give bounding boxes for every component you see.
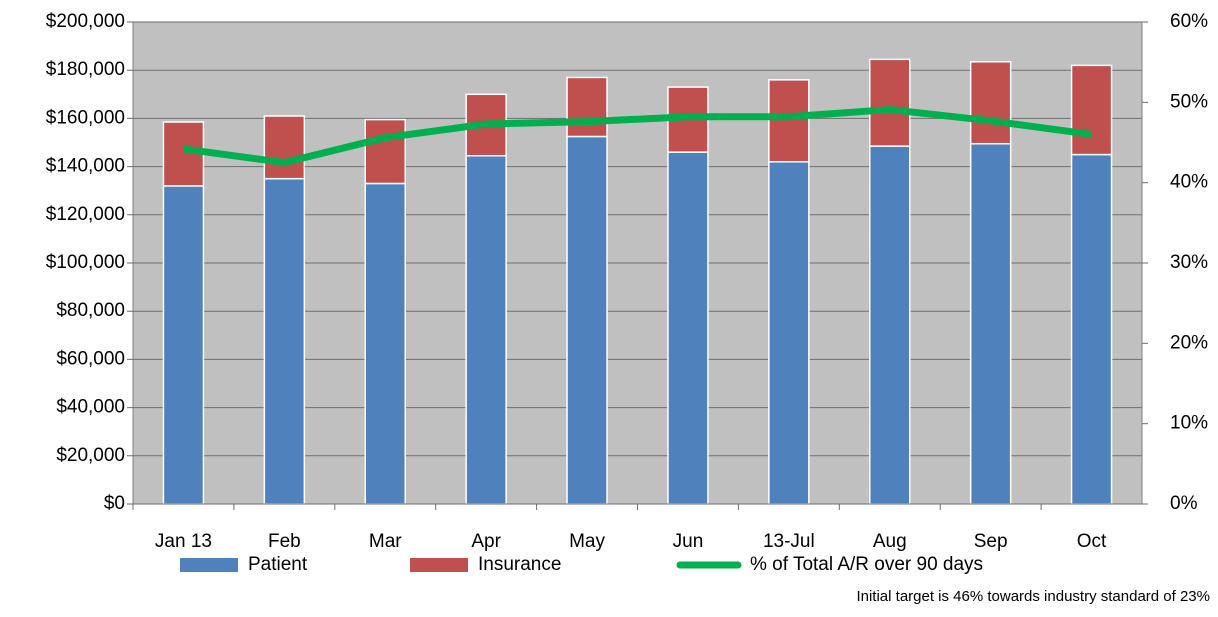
x-tick-label: Apr xyxy=(471,531,501,552)
bar xyxy=(263,115,306,180)
bar xyxy=(969,61,1012,145)
y2-tick-label: 60% xyxy=(1170,11,1208,32)
bar xyxy=(1070,153,1113,505)
x-tick-label: Aug xyxy=(873,531,907,552)
x-tick-label: Sep xyxy=(974,531,1008,552)
y-tick-label: $40,000 xyxy=(56,397,125,418)
y-tick-label: $140,000 xyxy=(46,156,125,177)
bar xyxy=(162,185,205,505)
x-tick-label: Feb xyxy=(268,531,301,552)
bar xyxy=(667,151,709,505)
bar xyxy=(364,118,406,185)
legend-swatch xyxy=(410,558,468,572)
legend-label: Insurance xyxy=(478,554,561,575)
y-tick-label: $60,000 xyxy=(56,348,125,369)
y-tick-label: $160,000 xyxy=(46,107,125,128)
y-tick-label: $200,000 xyxy=(46,11,125,32)
x-tick-label: Mar xyxy=(369,531,402,552)
legend-label: % of Total A/R over 90 days xyxy=(750,554,983,575)
bar xyxy=(566,76,608,138)
y2-tick-label: 30% xyxy=(1170,252,1208,273)
bar xyxy=(768,161,810,505)
bar xyxy=(263,177,306,505)
legend-swatch xyxy=(180,558,238,572)
y2-tick-label: 10% xyxy=(1170,413,1208,434)
bar xyxy=(465,155,507,505)
x-tick-label: 13-Jul xyxy=(763,531,815,552)
x-tick-label: Jan 13 xyxy=(155,531,212,552)
y-tick-label: $80,000 xyxy=(56,300,125,321)
x-tick-label: Oct xyxy=(1077,531,1107,552)
x-tick-label: Jun xyxy=(673,531,704,552)
bar xyxy=(869,145,911,505)
y2-tick-label: 50% xyxy=(1170,91,1208,112)
bar xyxy=(869,58,911,147)
y-tick-label: $0 xyxy=(104,493,125,514)
y-tick-label: $20,000 xyxy=(56,445,125,466)
y-tick-label: $120,000 xyxy=(46,204,125,225)
legend-label: Patient xyxy=(248,554,308,575)
y-tick-label: $180,000 xyxy=(46,59,125,80)
annotation: Initial target is 46% towards industry s… xyxy=(856,588,1210,605)
y2-tick-label: 40% xyxy=(1170,172,1208,193)
y2-tick-label: 20% xyxy=(1170,332,1208,353)
x-tick-label: May xyxy=(569,531,605,552)
line xyxy=(182,106,1093,167)
y2-tick-label: 0% xyxy=(1170,493,1198,514)
bar xyxy=(768,79,810,163)
y-tick-label: $100,000 xyxy=(46,252,125,273)
bar xyxy=(566,135,608,505)
bar xyxy=(364,182,406,505)
bar xyxy=(1070,64,1113,156)
bar xyxy=(969,142,1012,505)
